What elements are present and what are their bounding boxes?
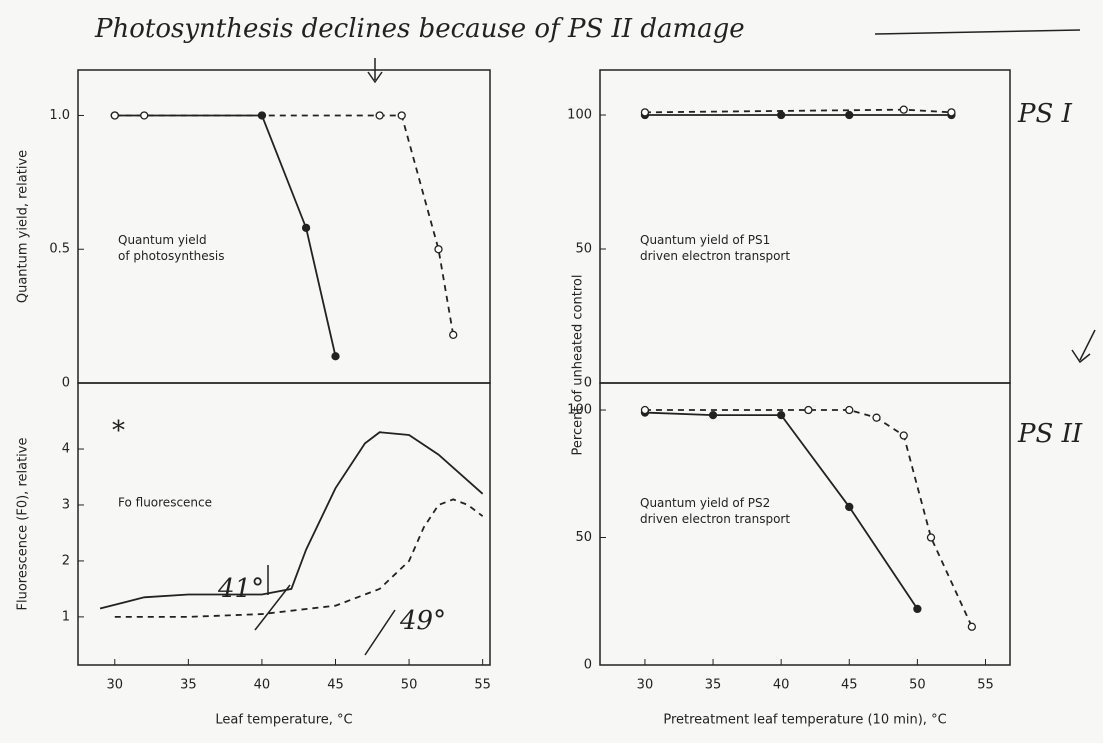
x-tick-label: 45	[841, 678, 858, 693]
note-ps1: PS I	[1017, 99, 1073, 129]
annotation: Quantum yield of PS1 driven electron tran…	[640, 233, 790, 263]
y-tick-label: 0.5	[49, 242, 70, 257]
point	[708, 410, 718, 420]
x-tick-label: 50	[909, 678, 926, 693]
x-tick-label: 30	[637, 678, 654, 693]
point	[967, 622, 977, 631]
point	[331, 352, 340, 361]
point	[640, 405, 650, 415]
y-axis-label: Fluorescence (F0), relative	[16, 438, 31, 611]
plot-frame	[599, 382, 1011, 666]
note-49: 49°	[399, 606, 446, 636]
point	[110, 111, 119, 120]
point	[899, 431, 908, 440]
x-axis-label: Pretreatment leaf temperature (10 min), …	[663, 713, 946, 728]
point	[777, 410, 786, 420]
series-line	[114, 114, 455, 335]
y-tick-label: 100	[567, 108, 592, 123]
plot-frame	[77, 382, 491, 666]
x-tick-label: 35	[180, 678, 197, 693]
x-tick-label: 55	[977, 678, 994, 693]
y-tick-label: 50	[575, 530, 592, 545]
y-tick-label: 0	[584, 376, 592, 391]
point	[301, 223, 311, 232]
x-tick-label: 40	[254, 678, 271, 693]
point	[434, 245, 443, 254]
point	[913, 604, 922, 614]
x-tick-label: 30	[107, 678, 124, 693]
y-tick-label: 1	[62, 609, 70, 624]
plot-frame	[77, 69, 491, 384]
x-tick-label: 40	[773, 678, 790, 693]
note-top: Photosynthesis declines because of PS II…	[94, 14, 745, 44]
y-axis-label: Quantum yield, relative	[16, 150, 31, 303]
x-tick-label: 50	[401, 678, 418, 693]
point	[845, 502, 854, 512]
series-line	[114, 498, 484, 618]
annotation: Quantum yield of PS2 driven electron tran…	[640, 496, 790, 526]
y-tick-label: 0	[62, 376, 70, 391]
series-line	[99, 431, 484, 610]
x-axis-label: Leaf temperature, °C	[215, 713, 352, 728]
point	[804, 405, 813, 415]
note-tangent	[254, 565, 396, 656]
y-tick-label: 100	[567, 403, 592, 418]
x-tick-label: 45	[327, 678, 344, 693]
note-line	[874, 29, 1081, 35]
point	[449, 330, 458, 339]
note-arrow	[1071, 329, 1096, 364]
y-tick-label: 4	[62, 442, 70, 457]
note-star: *	[112, 416, 125, 446]
note-arrow	[367, 58, 383, 84]
point	[640, 108, 650, 117]
y-tick-label: 0	[584, 658, 592, 673]
point	[397, 111, 406, 120]
note-41: 41°	[217, 574, 264, 604]
point	[777, 110, 786, 120]
y-tick-label: 50	[575, 242, 592, 257]
point	[926, 533, 936, 542]
y-tick-label: 3	[62, 497, 70, 512]
shared-y-label: Percent of unheated control	[571, 275, 586, 456]
point	[845, 405, 854, 415]
y-tick-label: 2	[62, 553, 70, 568]
point	[947, 108, 956, 117]
point	[140, 111, 149, 120]
annotation: Quantum yield of photosynthesis	[118, 233, 224, 263]
point	[375, 111, 384, 120]
point	[845, 110, 854, 120]
y-tick-label: 1.0	[49, 108, 70, 123]
annotation: Fo fluorescence	[118, 496, 212, 510]
point	[899, 105, 908, 114]
x-tick-label: 55	[474, 678, 491, 693]
series-line	[114, 114, 337, 357]
note-ps2: PS II	[1017, 419, 1083, 449]
x-tick-label: 35	[705, 678, 722, 693]
point	[872, 413, 881, 422]
